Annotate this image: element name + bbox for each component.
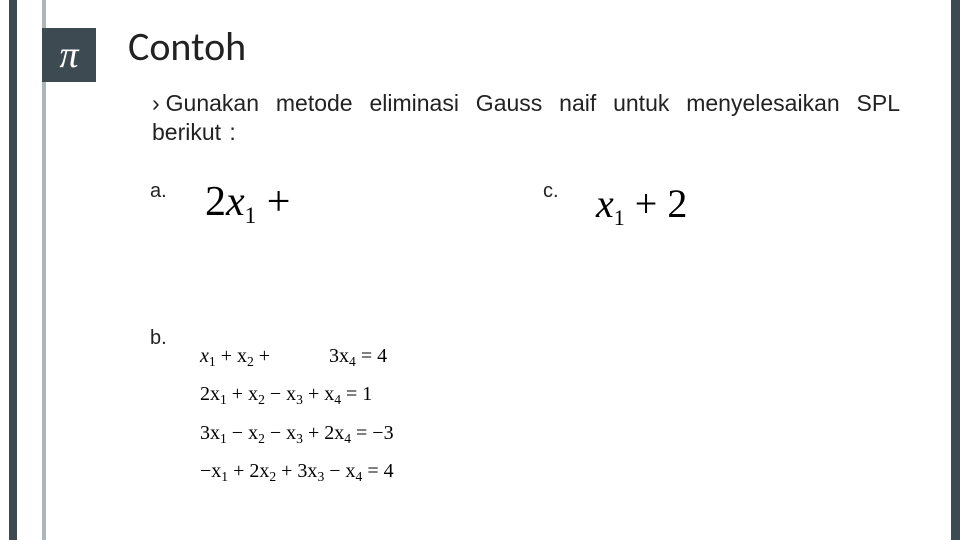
equation-c: x1 + 2: [596, 180, 687, 231]
equation-b-system: x1 + x2 + 3x4 = 4 2x1 + x2 − x3 + x4 = 1…: [200, 338, 394, 492]
eq-b-row2: 2x1 + x2 − x3 + x4 = 1: [200, 376, 394, 412]
eq-b-r3-t3: − x: [265, 422, 296, 444]
eq-b-r3-t4: + 2x: [303, 422, 344, 444]
pi-symbol: π: [59, 33, 78, 77]
eq-b-r2-s1: 1: [220, 392, 227, 407]
eq-b-r3-t2: − x: [227, 422, 258, 444]
eq-b-r1-t5: = 4: [356, 345, 387, 367]
eq-b-r1-t3: +: [254, 345, 275, 367]
slide-right-border: [951, 0, 960, 540]
pi-badge: π: [42, 28, 96, 82]
eq-c-sub1: 1: [614, 205, 625, 230]
eq-a-op: +: [256, 179, 290, 225]
eq-b-r3-s3: 3: [296, 431, 303, 446]
eq-b-r2-t2: + x: [227, 383, 258, 405]
eq-c-var1: x: [596, 181, 614, 226]
eq-b-r1-t4: 3x: [329, 345, 349, 367]
eq-b-r3-s4: 4: [344, 431, 351, 446]
eq-b-r4-t1: −x: [200, 460, 221, 482]
eq-b-row4: −x1 + 2x2 + 3x3 − x4 = 4: [200, 453, 394, 489]
label-b: b.: [150, 327, 167, 350]
slide-prompt: ›Gunakan metode eliminasi Gauss naif unt…: [152, 89, 900, 147]
eq-b-r1-s2: 2: [247, 354, 254, 369]
eq-b-r2-t3: − x: [265, 383, 296, 405]
eq-b-r4-t2: + 2x: [228, 460, 269, 482]
eq-a-var1: x: [226, 179, 245, 225]
chevron-icon: ›: [152, 90, 160, 116]
eq-b-r2-t1: 2x: [200, 383, 220, 405]
eq-b-r2-s2: 2: [258, 392, 265, 407]
eq-b-row1: x1 + x2 + 3x4 = 4: [200, 338, 394, 374]
slide-left-border-dark: [9, 0, 17, 540]
equation-a: 2x1 +: [205, 178, 290, 229]
eq-b-r1-s1: 1: [209, 354, 216, 369]
eq-b-r2-s4: 4: [334, 392, 341, 407]
eq-b-r3-s1: 1: [220, 431, 227, 446]
eq-b-r4-t3: + 3x: [276, 460, 317, 482]
eq-b-r3-t1: 3x: [200, 422, 220, 444]
label-c: c.: [543, 180, 559, 203]
eq-b-r3-s2: 2: [258, 431, 265, 446]
eq-b-r1-s4: 4: [349, 354, 356, 369]
eq-c-op: + 2: [625, 181, 688, 226]
eq-b-r4-t4: − x: [324, 460, 355, 482]
eq-a-sub1: 1: [245, 202, 257, 228]
eq-a-coef1: 2: [205, 179, 226, 225]
eq-b-row3: 3x1 − x2 − x3 + 2x4 = −3: [200, 415, 394, 451]
eq-b-r3-t5: = −3: [351, 422, 394, 444]
slide-title: Contoh: [128, 22, 940, 71]
eq-b-r4-t5: = 4: [362, 460, 393, 482]
slide-content: Contoh ›Gunakan metode eliminasi Gauss n…: [128, 22, 940, 147]
eq-b-r2-t5: = 1: [341, 383, 372, 405]
prompt-text: Gunakan metode eliminasi Gauss naif untu…: [152, 90, 900, 145]
eq-b-r1-t1: x: [200, 345, 209, 367]
label-a: a.: [150, 180, 167, 203]
eq-b-r2-t4: + x: [303, 383, 334, 405]
eq-b-r1-t2: + x: [216, 345, 247, 367]
eq-b-r2-s3: 3: [296, 392, 303, 407]
